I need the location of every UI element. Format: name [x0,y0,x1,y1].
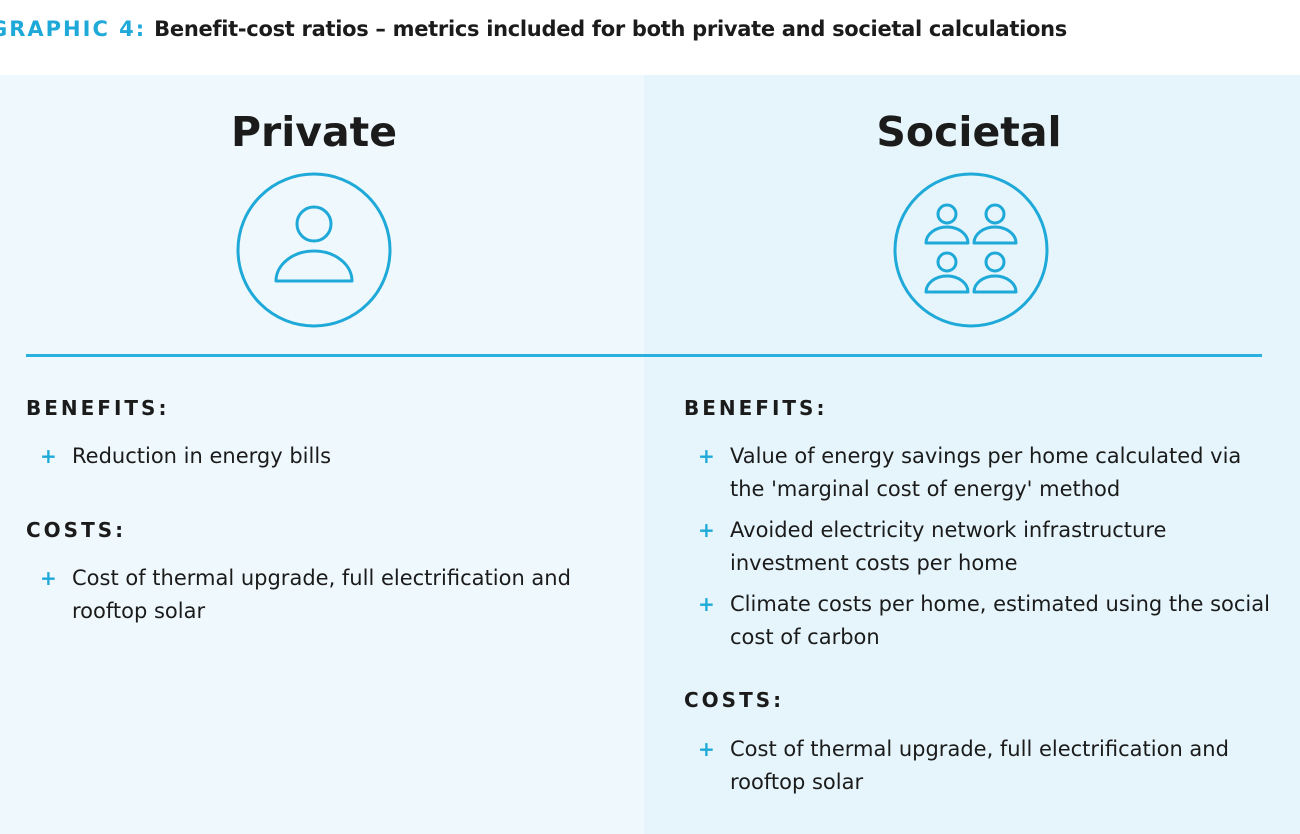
graphic-heading: GRAPHIC 4: Benefit-cost ratios – metrics … [0,14,1067,44]
plus-icon: + [698,592,715,616]
list-item-text: Value of energy savings per home calcula… [730,444,1242,501]
private-benefits-list: + Reduction in energy bills [26,440,606,481]
list-item-text: Reduction in energy bills [72,444,332,468]
graphic-title: Benefit-cost ratios – metrics included f… [154,17,1068,41]
societal-panel [644,75,1300,834]
private-costs-list: + Cost of thermal upgrade, full electrifi… [26,562,606,636]
list-item: + Cost of thermal upgrade, full electrifi… [26,562,606,628]
private-costs-label: COSTS: [26,518,127,542]
list-item: + Avoided electricity network infrastruct… [684,514,1274,580]
societal-title: Societal [876,108,1062,156]
societal-costs-label: COSTS: [684,688,785,712]
person-icon [236,172,392,328]
plus-icon: + [698,444,715,468]
plus-icon: + [40,444,57,468]
list-item-text: Cost of thermal upgrade, full electrific… [72,566,571,623]
societal-benefits-list: + Value of energy savings per home calcul… [684,440,1274,662]
list-item: + Reduction in energy bills [26,440,606,473]
societal-costs-list: + Cost of thermal upgrade, full electrifi… [684,733,1274,807]
societal-benefits-label: BENEFITS: [684,396,828,420]
private-title: Private [230,108,398,156]
plus-icon: + [40,566,57,590]
group-icon [893,172,1049,328]
plus-icon: + [698,518,715,542]
graphic-number: GRAPHIC 4: [0,17,147,41]
list-item: + Cost of thermal upgrade, full electrifi… [684,733,1274,799]
private-panel [0,75,644,834]
divider-line [26,354,1262,357]
list-item-text: Climate costs per home, estimated using … [730,592,1270,649]
list-item: + Value of energy savings per home calcul… [684,440,1274,506]
plus-icon: + [698,737,715,761]
private-benefits-label: BENEFITS: [26,396,170,420]
list-item-text: Avoided electricity network infrastructu… [730,518,1167,575]
list-item-text: Cost of thermal upgrade, full electrific… [730,737,1229,794]
list-item: + Climate costs per home, estimated using… [684,588,1274,654]
